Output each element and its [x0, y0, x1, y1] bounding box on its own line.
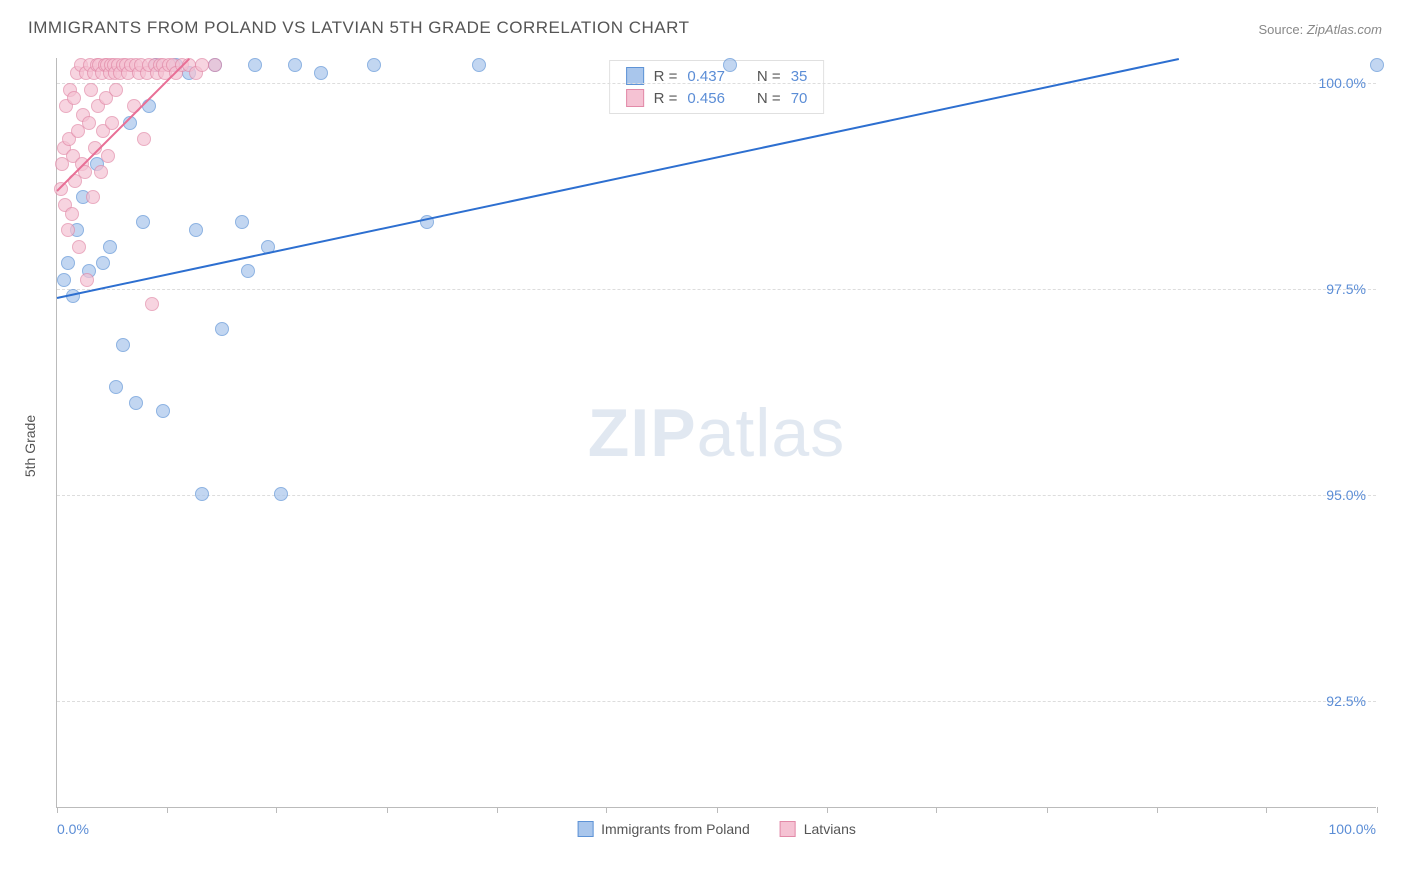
scatter-point: [65, 207, 79, 221]
x-tick: [57, 807, 58, 813]
x-tick: [1377, 807, 1378, 813]
stat-r-label: R =: [654, 90, 678, 107]
y-tick-label: 92.5%: [1326, 693, 1366, 709]
x-tick: [717, 807, 718, 813]
scatter-point: [67, 91, 81, 105]
stats-legend-box: R = 0.437N = 35R = 0.456N = 70: [609, 60, 825, 114]
scatter-point: [82, 116, 96, 130]
x-tick: [497, 807, 498, 813]
scatter-point: [367, 58, 381, 72]
legend-item: Immigrants from Poland: [577, 821, 750, 837]
scatter-point: [94, 165, 108, 179]
y-tick-label: 100.0%: [1319, 75, 1366, 91]
x-axis-max-label: 100.0%: [1329, 821, 1376, 837]
x-tick: [387, 807, 388, 813]
scatter-point: [84, 83, 98, 97]
scatter-point: [274, 487, 288, 501]
legend-item: Latvians: [780, 821, 856, 837]
x-tick: [936, 807, 937, 813]
scatter-point: [103, 240, 117, 254]
scatter-point: [195, 58, 209, 72]
legend-label: Immigrants from Poland: [601, 821, 750, 837]
scatter-point: [109, 83, 123, 97]
scatter-point: [129, 396, 143, 410]
scatter-point: [248, 58, 262, 72]
scatter-point: [96, 256, 110, 270]
scatter-point: [472, 58, 486, 72]
legend-swatch: [780, 821, 796, 837]
x-tick: [1047, 807, 1048, 813]
scatter-point: [288, 58, 302, 72]
gridline: [57, 495, 1376, 496]
scatter-point: [195, 487, 209, 501]
chart-title: IMMIGRANTS FROM POLAND VS LATVIAN 5TH GR…: [28, 18, 689, 38]
scatter-point: [235, 215, 249, 229]
scatter-point: [208, 58, 222, 72]
scatter-point: [80, 273, 94, 287]
scatter-point: [61, 223, 75, 237]
stat-n-value: 70: [791, 90, 808, 107]
scatter-point: [314, 66, 328, 80]
watermark-light: atlas: [697, 395, 846, 471]
scatter-point: [723, 58, 737, 72]
y-tick-label: 95.0%: [1326, 487, 1366, 503]
scatter-point: [86, 190, 100, 204]
x-axis-min-label: 0.0%: [57, 821, 89, 837]
y-tick-label: 97.5%: [1326, 281, 1366, 297]
scatter-point: [57, 273, 71, 287]
x-tick: [606, 807, 607, 813]
bottom-legend: Immigrants from Poland Latvians: [577, 821, 856, 837]
source-attribution: Source: ZipAtlas.com: [1258, 22, 1382, 37]
gridline: [57, 83, 1376, 84]
watermark: ZIPatlas: [588, 394, 845, 472]
scatter-point: [109, 380, 123, 394]
scatter-point: [72, 240, 86, 254]
watermark-bold: ZIP: [588, 395, 697, 471]
scatter-point: [101, 149, 115, 163]
stat-n-label: N =: [757, 90, 781, 107]
legend-label: Latvians: [804, 821, 856, 837]
scatter-point: [136, 215, 150, 229]
scatter-point: [1370, 58, 1384, 72]
scatter-point: [61, 256, 75, 270]
legend-swatch: [626, 89, 644, 107]
legend-swatch: [577, 821, 593, 837]
scatter-point: [145, 297, 159, 311]
scatter-point: [241, 264, 255, 278]
x-tick: [1157, 807, 1158, 813]
gridline: [57, 289, 1376, 290]
scatter-point: [189, 223, 203, 237]
scatter-point: [137, 132, 151, 146]
x-tick: [1266, 807, 1267, 813]
source-value: ZipAtlas.com: [1307, 22, 1382, 37]
x-tick: [827, 807, 828, 813]
source-label: Source:: [1258, 22, 1306, 37]
scatter-point: [215, 322, 229, 336]
plot-area: ZIPatlas R = 0.437N = 35R = 0.456N = 70 …: [56, 58, 1376, 808]
stats-row: R = 0.456 N = 70: [626, 89, 808, 107]
gridline: [57, 701, 1376, 702]
y-axis-label: 5th Grade: [22, 415, 38, 477]
scatter-point: [116, 338, 130, 352]
scatter-point: [156, 404, 170, 418]
x-tick: [276, 807, 277, 813]
stat-r-value: 0.456: [687, 90, 725, 107]
x-tick: [167, 807, 168, 813]
